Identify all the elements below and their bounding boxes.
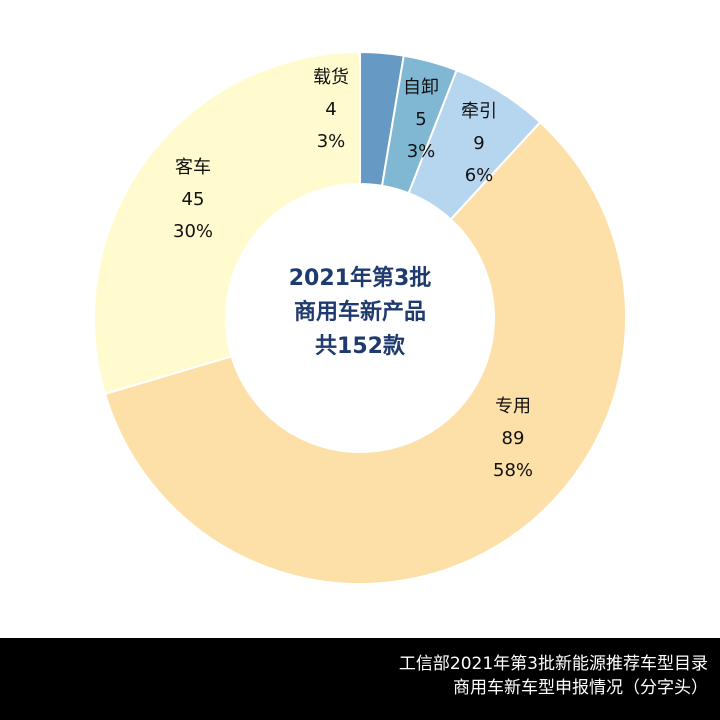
footer-caption: 工信部2021年第3批新能源推荐车型目录 商用车新车型申报情况（分字头）: [0, 638, 720, 720]
slice-label-4: 客车 45 30%: [172, 157, 214, 242]
slice-4: [93, 50, 361, 396]
slice-label-2: 牵引 9 6%: [461, 101, 497, 186]
donut-chart: [93, 50, 627, 585]
center-title: 2021年第3批 商用车新产品 共152款: [288, 266, 432, 359]
footer-line2: 商用车新车型申报情况（分字头）: [453, 678, 708, 698]
footer-line1: 工信部2021年第3批新能源推荐车型目录: [398, 654, 708, 674]
slice-label-1: 自卸 5 3%: [403, 77, 439, 162]
slice-3: [103, 120, 627, 585]
slice-label-3: 专用 89 58%: [492, 396, 534, 481]
slice-label-0: 载货 4 3%: [313, 67, 349, 152]
